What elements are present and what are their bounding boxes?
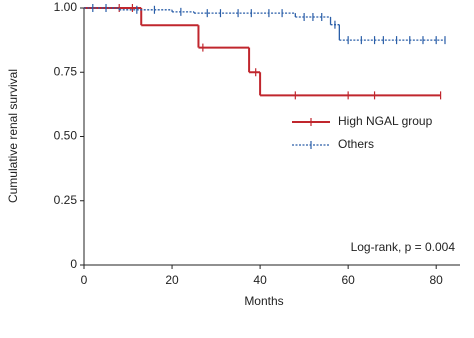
x-tick-label: 0 xyxy=(81,273,88,287)
x-tick-label: 80 xyxy=(430,273,444,287)
y-tick-label: 0 xyxy=(70,257,77,271)
legend-label: Others xyxy=(338,137,374,151)
y-tick-label: 0.25 xyxy=(54,193,78,207)
x-tick-label: 40 xyxy=(253,273,267,287)
x-tick-label: 20 xyxy=(165,273,179,287)
y-axis-label: Cumulative renal survival xyxy=(6,69,20,203)
y-tick-label: 0.75 xyxy=(54,64,78,78)
x-axis-label: Months xyxy=(244,294,283,308)
x-tick-label: 60 xyxy=(341,273,355,287)
annotation: Log-rank, p = 0.004 xyxy=(351,240,456,254)
legend-label: High NGAL group xyxy=(338,114,433,128)
y-tick-label: 0.50 xyxy=(54,129,78,143)
y-tick-label: 1.00 xyxy=(54,0,78,14)
